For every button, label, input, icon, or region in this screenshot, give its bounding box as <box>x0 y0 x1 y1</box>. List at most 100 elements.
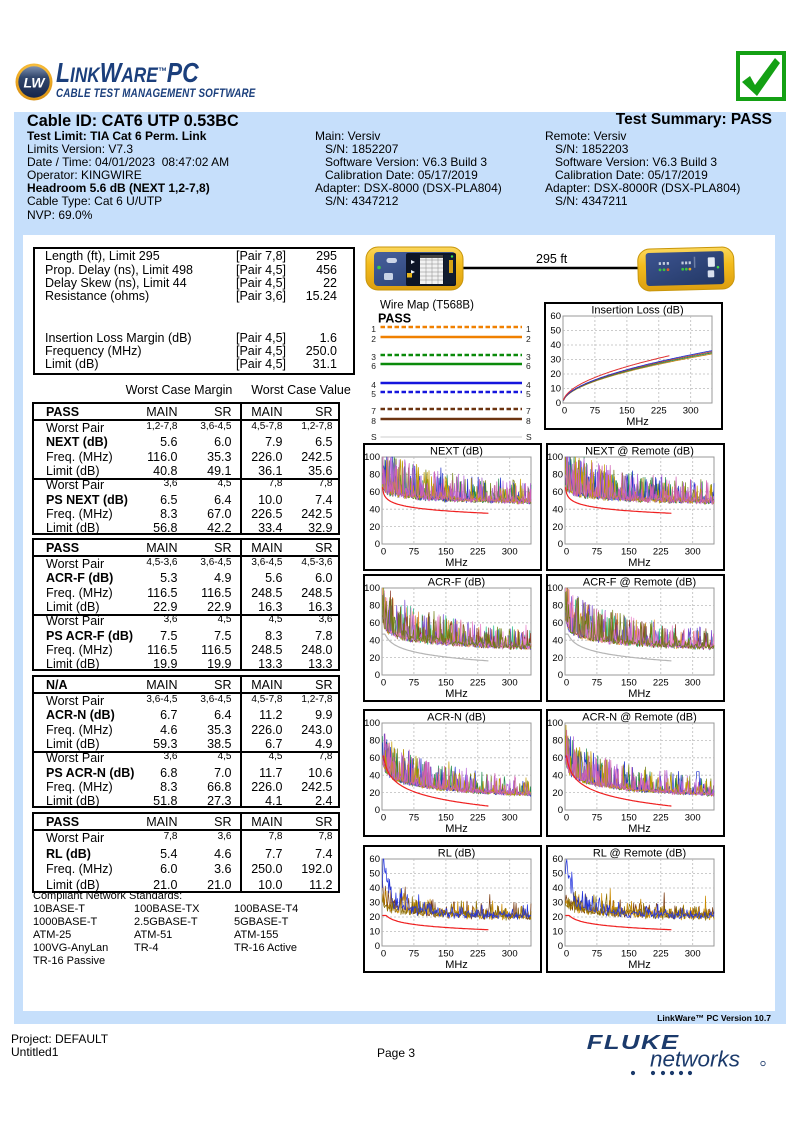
svg-text:2: 2 <box>526 334 531 344</box>
svg-text:0: 0 <box>381 547 386 558</box>
svg-text:30: 30 <box>550 355 561 366</box>
svg-text:3: 3 <box>371 352 376 362</box>
svg-text:75: 75 <box>592 547 603 558</box>
svg-text:75: 75 <box>409 813 420 824</box>
svg-text:0: 0 <box>564 813 569 824</box>
svg-text:60: 60 <box>369 487 380 498</box>
svg-text:1: 1 <box>371 324 376 334</box>
svg-text:20: 20 <box>369 788 380 799</box>
svg-text:MHz: MHz <box>626 416 649 428</box>
svg-text:225: 225 <box>470 813 486 824</box>
svg-text:Wire Map (T568B): Wire Map (T568B) <box>380 300 474 312</box>
svg-text:30: 30 <box>552 898 563 909</box>
svg-text:0: 0 <box>375 670 380 681</box>
svg-text:225: 225 <box>653 813 669 824</box>
svg-text:20: 20 <box>369 522 380 533</box>
svg-text:75: 75 <box>592 813 603 824</box>
svg-text:100: 100 <box>547 718 563 729</box>
svg-text:1: 1 <box>526 324 531 334</box>
svg-text:0: 0 <box>558 539 563 550</box>
svg-text:20: 20 <box>552 912 563 923</box>
svg-text:150: 150 <box>619 406 635 417</box>
svg-text:100: 100 <box>547 583 563 594</box>
svg-text:0: 0 <box>564 678 569 689</box>
svg-text:ACR-N @ Remote (dB): ACR-N @ Remote (dB) <box>582 712 696 724</box>
svg-text:4: 4 <box>371 380 376 390</box>
svg-text:40: 40 <box>369 635 380 646</box>
svg-text:150: 150 <box>621 949 637 960</box>
svg-text:NEXT (dB): NEXT (dB) <box>430 446 483 458</box>
svg-text:6: 6 <box>371 361 376 371</box>
svg-text:50: 50 <box>550 326 561 337</box>
svg-text:4: 4 <box>526 380 531 390</box>
svg-text:75: 75 <box>409 949 420 960</box>
svg-text:60: 60 <box>369 753 380 764</box>
svg-text:MHz: MHz <box>628 557 651 569</box>
svg-text:225: 225 <box>653 547 669 558</box>
svg-text:75: 75 <box>590 406 601 417</box>
svg-text:50: 50 <box>369 869 380 880</box>
svg-text:MHz: MHz <box>628 688 651 700</box>
svg-text:0: 0 <box>558 670 563 681</box>
svg-text:ACR-F (dB): ACR-F (dB) <box>428 577 485 589</box>
svg-text:0: 0 <box>375 539 380 550</box>
svg-text:20: 20 <box>552 522 563 533</box>
svg-text:networks: networks <box>650 1047 740 1072</box>
svg-text:FLUKE: FLUKE <box>587 1031 680 1053</box>
svg-text:40: 40 <box>552 770 563 781</box>
svg-text:0: 0 <box>381 949 386 960</box>
svg-text:60: 60 <box>550 311 561 322</box>
svg-text:0: 0 <box>558 941 563 952</box>
svg-text:100: 100 <box>364 718 380 729</box>
svg-text:20: 20 <box>369 653 380 664</box>
svg-text:40: 40 <box>552 504 563 515</box>
svg-text:300: 300 <box>502 547 518 558</box>
svg-text:75: 75 <box>409 547 420 558</box>
svg-text:60: 60 <box>369 854 380 865</box>
svg-text:150: 150 <box>438 949 454 960</box>
svg-text:0: 0 <box>558 805 563 816</box>
svg-text:7: 7 <box>371 406 376 416</box>
svg-text:0: 0 <box>381 678 386 689</box>
svg-text:150: 150 <box>621 547 637 558</box>
svg-text:225: 225 <box>651 406 667 417</box>
svg-text:300: 300 <box>685 678 701 689</box>
svg-text:225: 225 <box>470 678 486 689</box>
svg-text:60: 60 <box>552 854 563 865</box>
svg-text:150: 150 <box>438 547 454 558</box>
svg-text:80: 80 <box>552 736 563 747</box>
svg-text:300: 300 <box>685 813 701 824</box>
svg-text:ACR-N (dB): ACR-N (dB) <box>427 712 486 724</box>
svg-text:80: 80 <box>369 470 380 481</box>
svg-text:ACR-F @ Remote (dB): ACR-F @ Remote (dB) <box>583 577 696 589</box>
svg-text:2: 2 <box>371 334 376 344</box>
svg-text:MHz: MHz <box>445 959 468 971</box>
svg-text:7: 7 <box>526 406 531 416</box>
svg-text:225: 225 <box>653 949 669 960</box>
svg-text:0: 0 <box>375 941 380 952</box>
svg-text:3: 3 <box>526 352 531 362</box>
svg-text:60: 60 <box>552 487 563 498</box>
svg-text:300: 300 <box>502 678 518 689</box>
svg-text:30: 30 <box>369 898 380 909</box>
svg-text:80: 80 <box>552 470 563 481</box>
svg-text:0: 0 <box>564 949 569 960</box>
svg-text:0: 0 <box>381 813 386 824</box>
svg-text:60: 60 <box>369 618 380 629</box>
svg-text:0: 0 <box>556 398 561 409</box>
svg-text:MHz: MHz <box>628 823 651 835</box>
svg-text:8: 8 <box>526 416 531 426</box>
svg-text:8: 8 <box>371 416 376 426</box>
svg-text:40: 40 <box>552 883 563 894</box>
svg-text:300: 300 <box>683 406 699 417</box>
svg-text:20: 20 <box>552 653 563 664</box>
svg-text:Insertion Loss (dB): Insertion Loss (dB) <box>591 305 683 317</box>
svg-text:LW: LW <box>24 75 47 91</box>
svg-text:80: 80 <box>369 736 380 747</box>
svg-text:150: 150 <box>621 813 637 824</box>
svg-text:300: 300 <box>685 949 701 960</box>
svg-text:150: 150 <box>438 813 454 824</box>
svg-text:150: 150 <box>438 678 454 689</box>
svg-text:60: 60 <box>552 753 563 764</box>
svg-text:60: 60 <box>552 618 563 629</box>
